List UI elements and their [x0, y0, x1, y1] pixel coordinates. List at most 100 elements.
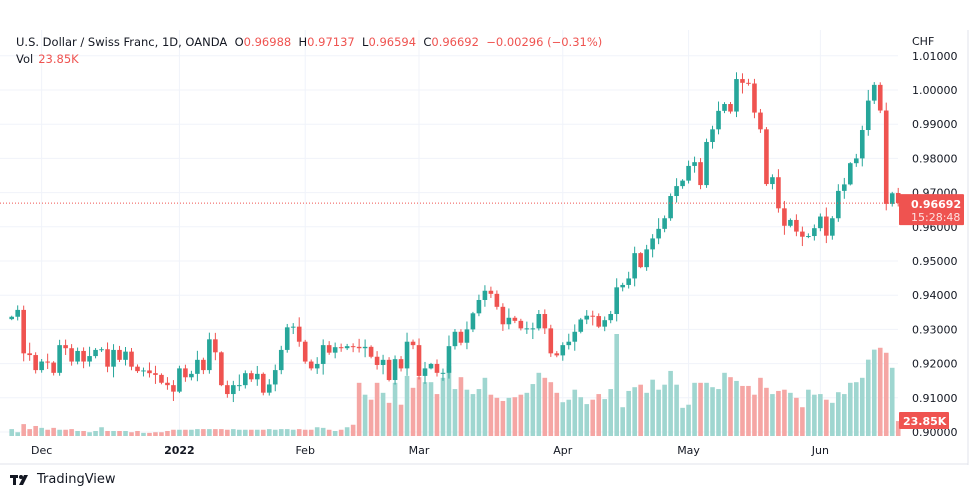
candle-body — [368, 346, 374, 357]
volume-bar — [189, 429, 194, 436]
tradingview-logo[interactable]: TradingView — [10, 472, 116, 487]
open-value: 0.96988 — [243, 35, 292, 49]
volume-bar — [764, 387, 769, 436]
volume-bar — [338, 429, 344, 436]
volume-bar — [195, 429, 200, 436]
volume-bar — [692, 382, 697, 436]
volume-bar — [614, 334, 619, 436]
candle-body — [710, 129, 715, 142]
candle-body — [237, 385, 242, 387]
volume-bar — [392, 382, 398, 436]
candle-body — [889, 193, 895, 204]
volume-bar — [159, 432, 164, 436]
candle-body — [422, 368, 428, 376]
last-volume-badge — [899, 412, 949, 429]
volume-bar — [842, 394, 847, 436]
candle-body — [99, 349, 104, 351]
volume-bar — [506, 397, 512, 436]
volume-bar — [356, 382, 362, 436]
candle-body — [638, 253, 643, 268]
volume-bar — [75, 430, 80, 436]
volume-bar — [632, 387, 637, 436]
candle-body — [380, 359, 386, 365]
volume-bar — [27, 429, 32, 436]
volume-bar — [386, 402, 392, 436]
volume-bar — [266, 429, 272, 436]
candle-body — [308, 361, 314, 369]
volume-bar — [776, 390, 781, 436]
volume-bar — [518, 394, 524, 436]
volume-bar — [859, 377, 865, 436]
candle-body — [374, 356, 380, 365]
volume-bar — [231, 429, 236, 436]
candle-body — [398, 359, 404, 369]
candle-body — [836, 190, 841, 219]
candle-body — [213, 339, 218, 353]
candle-body — [746, 82, 751, 84]
y-tick-label: 0.90000 — [912, 426, 958, 439]
volume-bar — [848, 382, 853, 436]
candle-body — [440, 372, 446, 374]
volume-bar — [788, 392, 793, 436]
candle-body — [159, 374, 164, 383]
candle-body — [788, 219, 793, 226]
candle-body — [219, 352, 224, 386]
candle-body — [75, 350, 80, 362]
candle-body — [782, 208, 787, 226]
candle-body — [183, 368, 188, 378]
volume-bar — [782, 389, 787, 436]
low-value: 0.96594 — [368, 35, 417, 49]
volume-bar — [81, 430, 86, 436]
candle-body — [177, 368, 182, 392]
volume-bar — [644, 392, 649, 436]
candle-body — [596, 316, 602, 327]
volume-bar — [824, 399, 829, 436]
candle-body — [518, 320, 524, 329]
volume-bar — [889, 367, 895, 436]
volume-bar — [39, 427, 44, 436]
candle-body — [33, 355, 38, 371]
candle-body — [482, 290, 488, 300]
volume-bar — [219, 429, 224, 436]
tradingview-logo-icon — [10, 474, 28, 485]
candle-body — [225, 385, 230, 395]
volume-bar — [698, 382, 703, 436]
candle-body — [584, 315, 590, 320]
volume-bar — [254, 429, 260, 436]
volume-bar — [883, 352, 889, 436]
volume-bar — [758, 377, 763, 436]
open-label: O — [234, 35, 244, 49]
candle-body — [386, 359, 392, 381]
candle-body — [848, 163, 853, 185]
volume-bar — [662, 384, 667, 436]
candle-body — [530, 328, 536, 330]
volume-bar — [350, 424, 356, 436]
candle-body — [362, 346, 368, 349]
high-value: 0.97137 — [307, 35, 355, 49]
candle-body — [464, 329, 470, 343]
volume-bar — [560, 402, 566, 436]
volume-bar — [458, 377, 464, 436]
candle-body — [129, 351, 134, 367]
volume-bar — [686, 404, 691, 436]
volume-bar — [668, 370, 673, 436]
volume-bar — [123, 430, 128, 436]
volume-bar — [656, 389, 661, 436]
candle-body — [231, 385, 236, 395]
volume-bar — [147, 432, 152, 436]
volume-bar — [716, 389, 721, 436]
candle-body — [728, 104, 733, 112]
volume-bar — [470, 394, 476, 436]
candle-body — [93, 349, 98, 357]
candle-body — [698, 162, 703, 186]
candle-body — [51, 362, 56, 373]
x-tick-label: May — [677, 444, 700, 457]
volume-bar — [398, 404, 404, 436]
volume-bar — [177, 429, 182, 436]
volume-bar — [877, 347, 883, 436]
volume-bar — [153, 432, 158, 436]
candle-body — [704, 141, 709, 186]
candle-body — [81, 350, 86, 362]
